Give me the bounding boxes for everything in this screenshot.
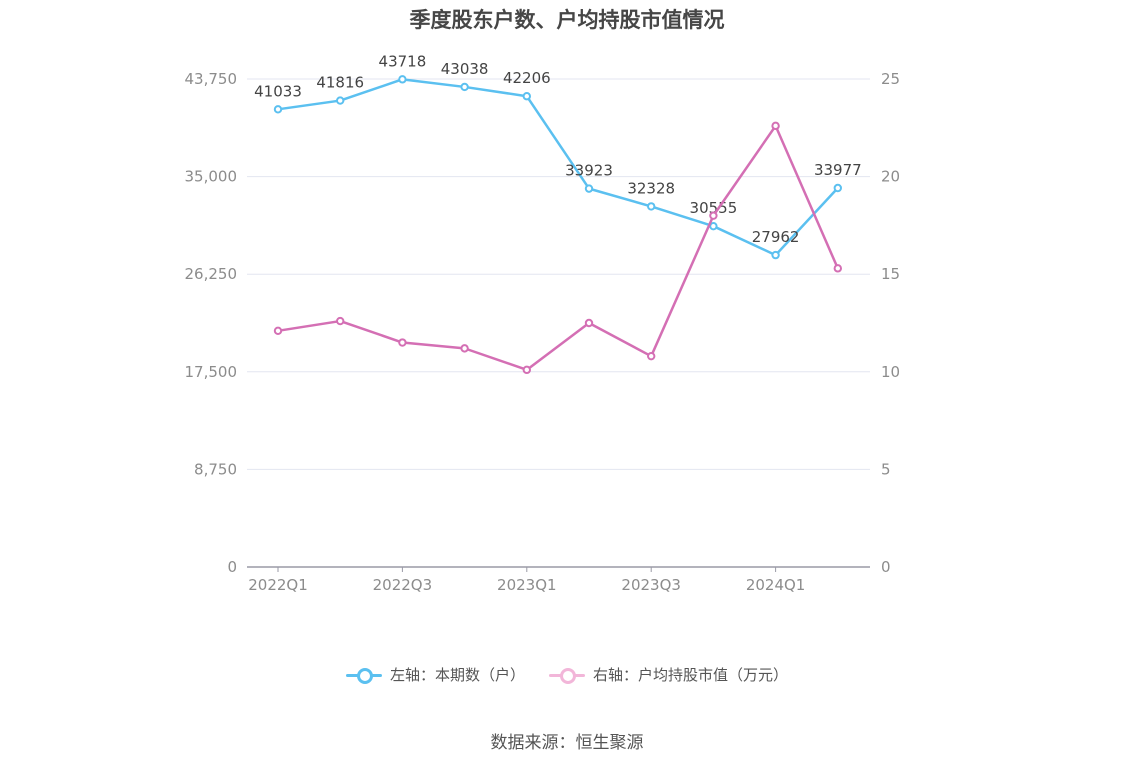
legend-item-right-axis[interactable]: 右轴：户均持股市值（万元） xyxy=(549,664,788,685)
data-label: 33923 xyxy=(565,162,613,180)
data-point-left xyxy=(709,221,718,231)
data-point-right xyxy=(460,344,469,353)
data-point-left xyxy=(833,183,842,193)
data-label: 32328 xyxy=(627,179,675,197)
y-right-tick-label: 0 xyxy=(881,558,891,576)
data-point-right xyxy=(584,318,594,328)
data-point-right xyxy=(647,351,656,361)
y-left-tick-label: 35,000 xyxy=(185,168,238,186)
data-point-right xyxy=(833,264,842,273)
data-label: 33977 xyxy=(814,161,862,179)
y-left-tick-label: 26,250 xyxy=(185,265,238,283)
series-left: 41033 41816 43718 43038 42206 33923 32328 30555… xyxy=(254,52,862,260)
legend-marker-pink-icon xyxy=(549,667,585,684)
x-tick-label: 2022Q1 xyxy=(248,576,308,594)
data-point-left xyxy=(398,75,407,84)
chart-legend: 左轴：本期数（户） 右轴：户均持股市值（万元） xyxy=(0,664,1134,685)
data-point-left xyxy=(522,92,531,101)
data-point-left xyxy=(647,202,656,211)
y-right-tick-label: 20 xyxy=(881,168,900,186)
data-point-left xyxy=(273,105,283,114)
data-point-right xyxy=(522,365,531,375)
data-label: 27962 xyxy=(752,228,800,246)
y-left-tick-label: 8,750 xyxy=(194,460,237,478)
x-tick-label: 2023Q3 xyxy=(621,576,681,594)
data-label: 41816 xyxy=(316,74,364,92)
y-left-tick-label: 17,500 xyxy=(185,363,238,381)
legend-item-left-axis[interactable]: 左轴：本期数（户） xyxy=(345,664,525,685)
x-tick-label: 2023Q1 xyxy=(497,576,557,594)
y-right-tick-label: 15 xyxy=(881,265,900,283)
y-right-tick-label: 5 xyxy=(881,460,891,478)
y-right-tick-label: 10 xyxy=(881,363,900,381)
legend-marker-blue-icon xyxy=(345,667,382,684)
y-left-tick-label: 43,750 xyxy=(185,70,238,88)
legend-label-right: 右轴：户均持股市值（万元） xyxy=(593,666,789,684)
data-point-left xyxy=(336,96,345,105)
y-left-tick-label: 0 xyxy=(227,558,237,576)
data-label: 30555 xyxy=(690,199,738,217)
x-tick-label: 2022Q3 xyxy=(373,576,433,594)
chart-title: 季度股东户数、户均持股市值情况 xyxy=(409,8,725,32)
data-label: 43718 xyxy=(379,52,427,70)
y-right-tick-label: 25 xyxy=(881,70,900,88)
series-line-left xyxy=(277,78,839,257)
data-point-left xyxy=(771,250,780,260)
data-label: 43038 xyxy=(441,60,489,78)
data-point-left xyxy=(584,184,594,193)
data-point-right xyxy=(398,338,407,347)
x-tick-label: 2024Q1 xyxy=(746,576,806,594)
data-label: 41033 xyxy=(254,82,302,100)
data-label: 42206 xyxy=(503,69,551,87)
data-point-right xyxy=(336,316,345,326)
data-point-left xyxy=(460,82,469,92)
data-source: 数据来源：恒生聚源 xyxy=(490,733,644,753)
data-point-right xyxy=(771,121,780,131)
series-line-right xyxy=(277,124,839,372)
series-right xyxy=(273,121,842,375)
data-point-right xyxy=(709,211,718,220)
data-point-right xyxy=(273,326,283,336)
legend-label-left: 左轴：本期数（户） xyxy=(389,666,525,684)
